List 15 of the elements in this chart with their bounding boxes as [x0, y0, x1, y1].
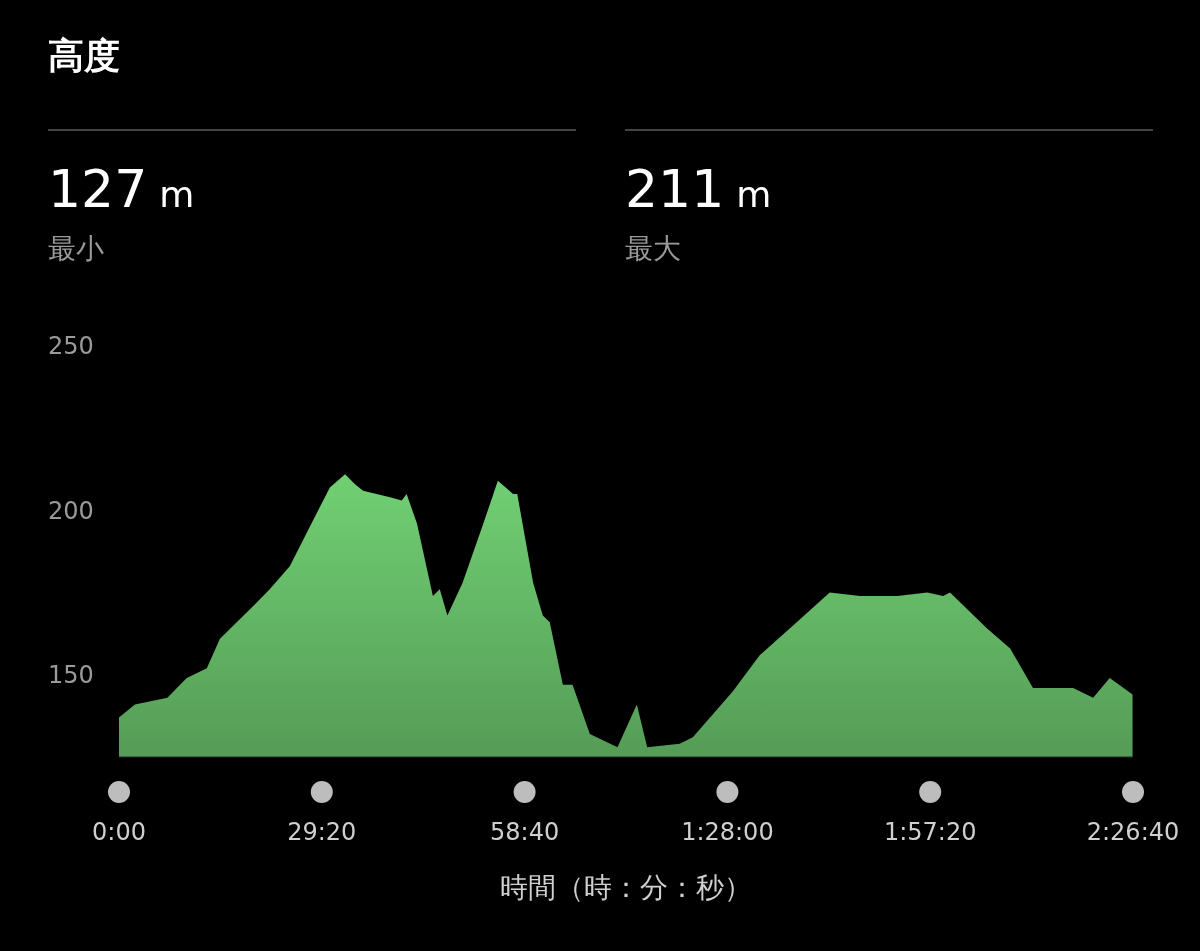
text: 最大	[625, 232, 681, 265]
chart-title: 高度	[48, 35, 120, 76]
x-tick-label: 58:40	[490, 818, 560, 846]
x-tick-label: 0:00	[92, 818, 146, 846]
text: 211 m	[625, 159, 772, 219]
y-tick-label: 200	[48, 496, 94, 525]
x-tick-label: 2:26:40	[1086, 818, 1180, 846]
text: 最小	[48, 232, 104, 265]
x-tick-label: 1:28:00	[681, 818, 774, 846]
x-tick-label: 29:20	[287, 818, 357, 846]
y-tick-label: 250	[48, 332, 94, 361]
x-tick-label: 1:57:20	[883, 818, 977, 846]
y-tick-label: 150	[48, 661, 94, 690]
text: 127 m	[48, 159, 195, 219]
x-axis-title: 時間（時：分：秒）	[500, 871, 752, 904]
